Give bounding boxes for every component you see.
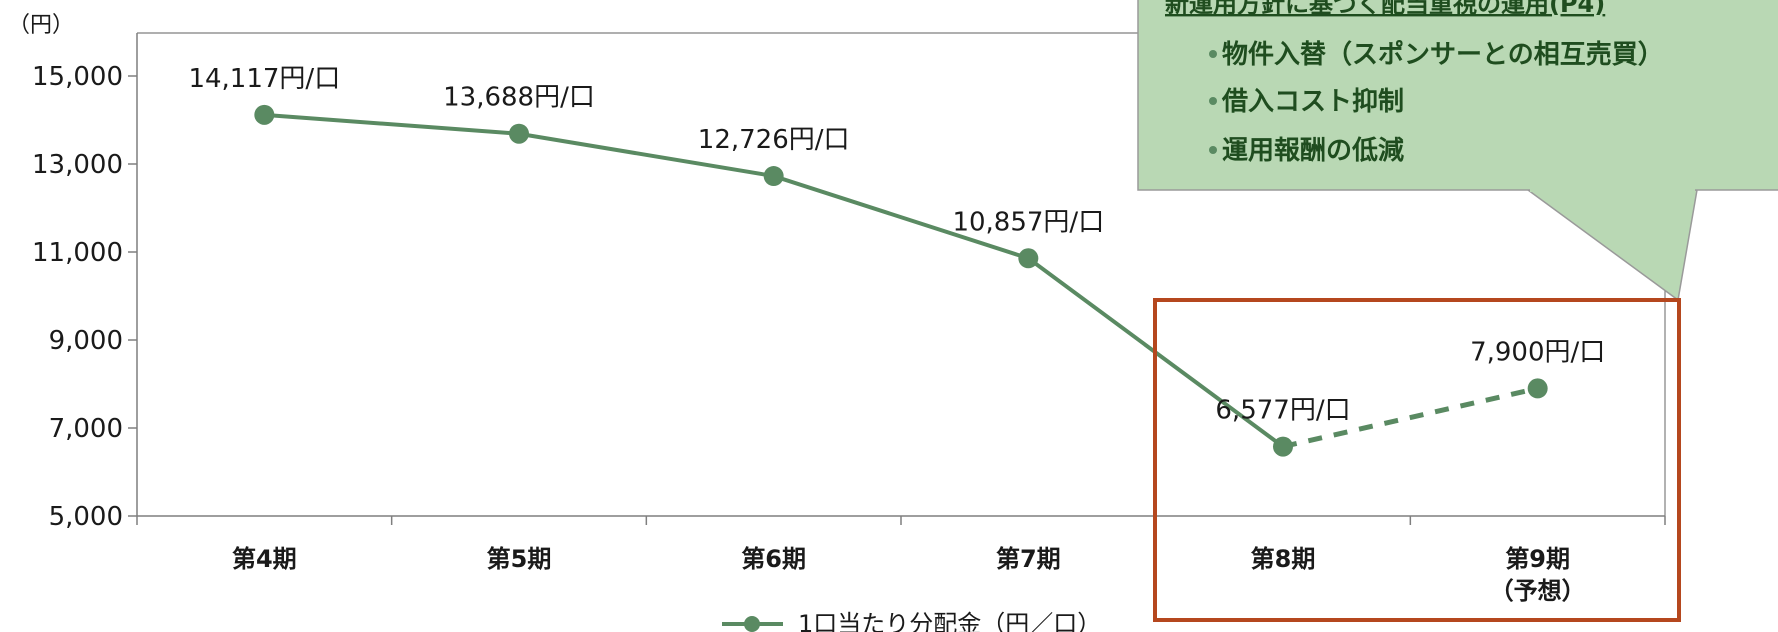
data-label: 13,688円/口 xyxy=(443,83,595,113)
highlight-box xyxy=(1153,298,1681,622)
legend-label: 1口当たり分配金（円／口） xyxy=(798,610,1101,632)
legend: 1口当たり分配金（円／口） xyxy=(722,610,1101,632)
data-point xyxy=(1273,436,1293,457)
data-point xyxy=(1527,378,1548,399)
x-tick-label: 第4期 xyxy=(232,545,297,573)
data-label: 14,117円/口 xyxy=(188,64,340,94)
callout-item-2: 借入コスト抑制 xyxy=(1209,87,1404,117)
callout-box xyxy=(1137,0,1778,191)
data-label: 6,577円/口 xyxy=(1215,396,1350,426)
y-tick-label: 5,000 xyxy=(49,502,123,532)
y-tick-label: 7,000 xyxy=(49,414,123,444)
data-label: 7,900円/口 xyxy=(1470,337,1605,367)
series-line-actual xyxy=(264,112,1285,449)
data-label: 10,857円/口 xyxy=(952,207,1104,237)
y-tick-label: 15,000 xyxy=(32,62,123,92)
data-point xyxy=(763,166,784,187)
bullet-icon xyxy=(1209,50,1217,58)
x-tick-label: 第7期 xyxy=(996,545,1061,573)
bullet-icon xyxy=(1209,146,1217,154)
callout-item-text: 借入コスト抑制 xyxy=(1221,87,1404,117)
legend-marker-icon xyxy=(744,616,760,632)
x-tick-label: 第6期 xyxy=(741,545,806,573)
data-point xyxy=(509,123,529,144)
callout-item-1: 物件入替（スポンサーとの相互売買） xyxy=(1209,39,1664,70)
series-line-forecast xyxy=(1282,385,1539,450)
data-point xyxy=(254,104,275,125)
data-label: 12,726円/口 xyxy=(698,125,850,155)
x-tick-label: 第5期 xyxy=(487,545,552,573)
data-point xyxy=(1018,248,1039,269)
callout-item-text: 運用報酬の低減 xyxy=(1222,136,1404,166)
x-tick-label: 第8期 xyxy=(1251,545,1316,573)
y-tick-label: 13,000 xyxy=(32,150,123,180)
y-unit-label: （円） xyxy=(8,13,74,38)
callout-item-text: 物件入替（スポンサーとの相互売買） xyxy=(1222,39,1664,70)
callout-tail xyxy=(1525,189,1698,302)
x-tick-sublabel: （予想） xyxy=(1490,577,1586,605)
callout-tail-cover xyxy=(1530,188,1695,192)
callout-item-3: 運用報酬の低減 xyxy=(1209,136,1404,166)
y-tick-label: 9,000 xyxy=(49,326,123,356)
bullet-icon xyxy=(1209,97,1217,105)
x-tick-label: 第9期 xyxy=(1505,545,1570,573)
y-tick-label: 11,000 xyxy=(32,238,123,268)
callout-title: 新運用方針に基づく配当重視の運用(P4) xyxy=(1165,0,1605,18)
